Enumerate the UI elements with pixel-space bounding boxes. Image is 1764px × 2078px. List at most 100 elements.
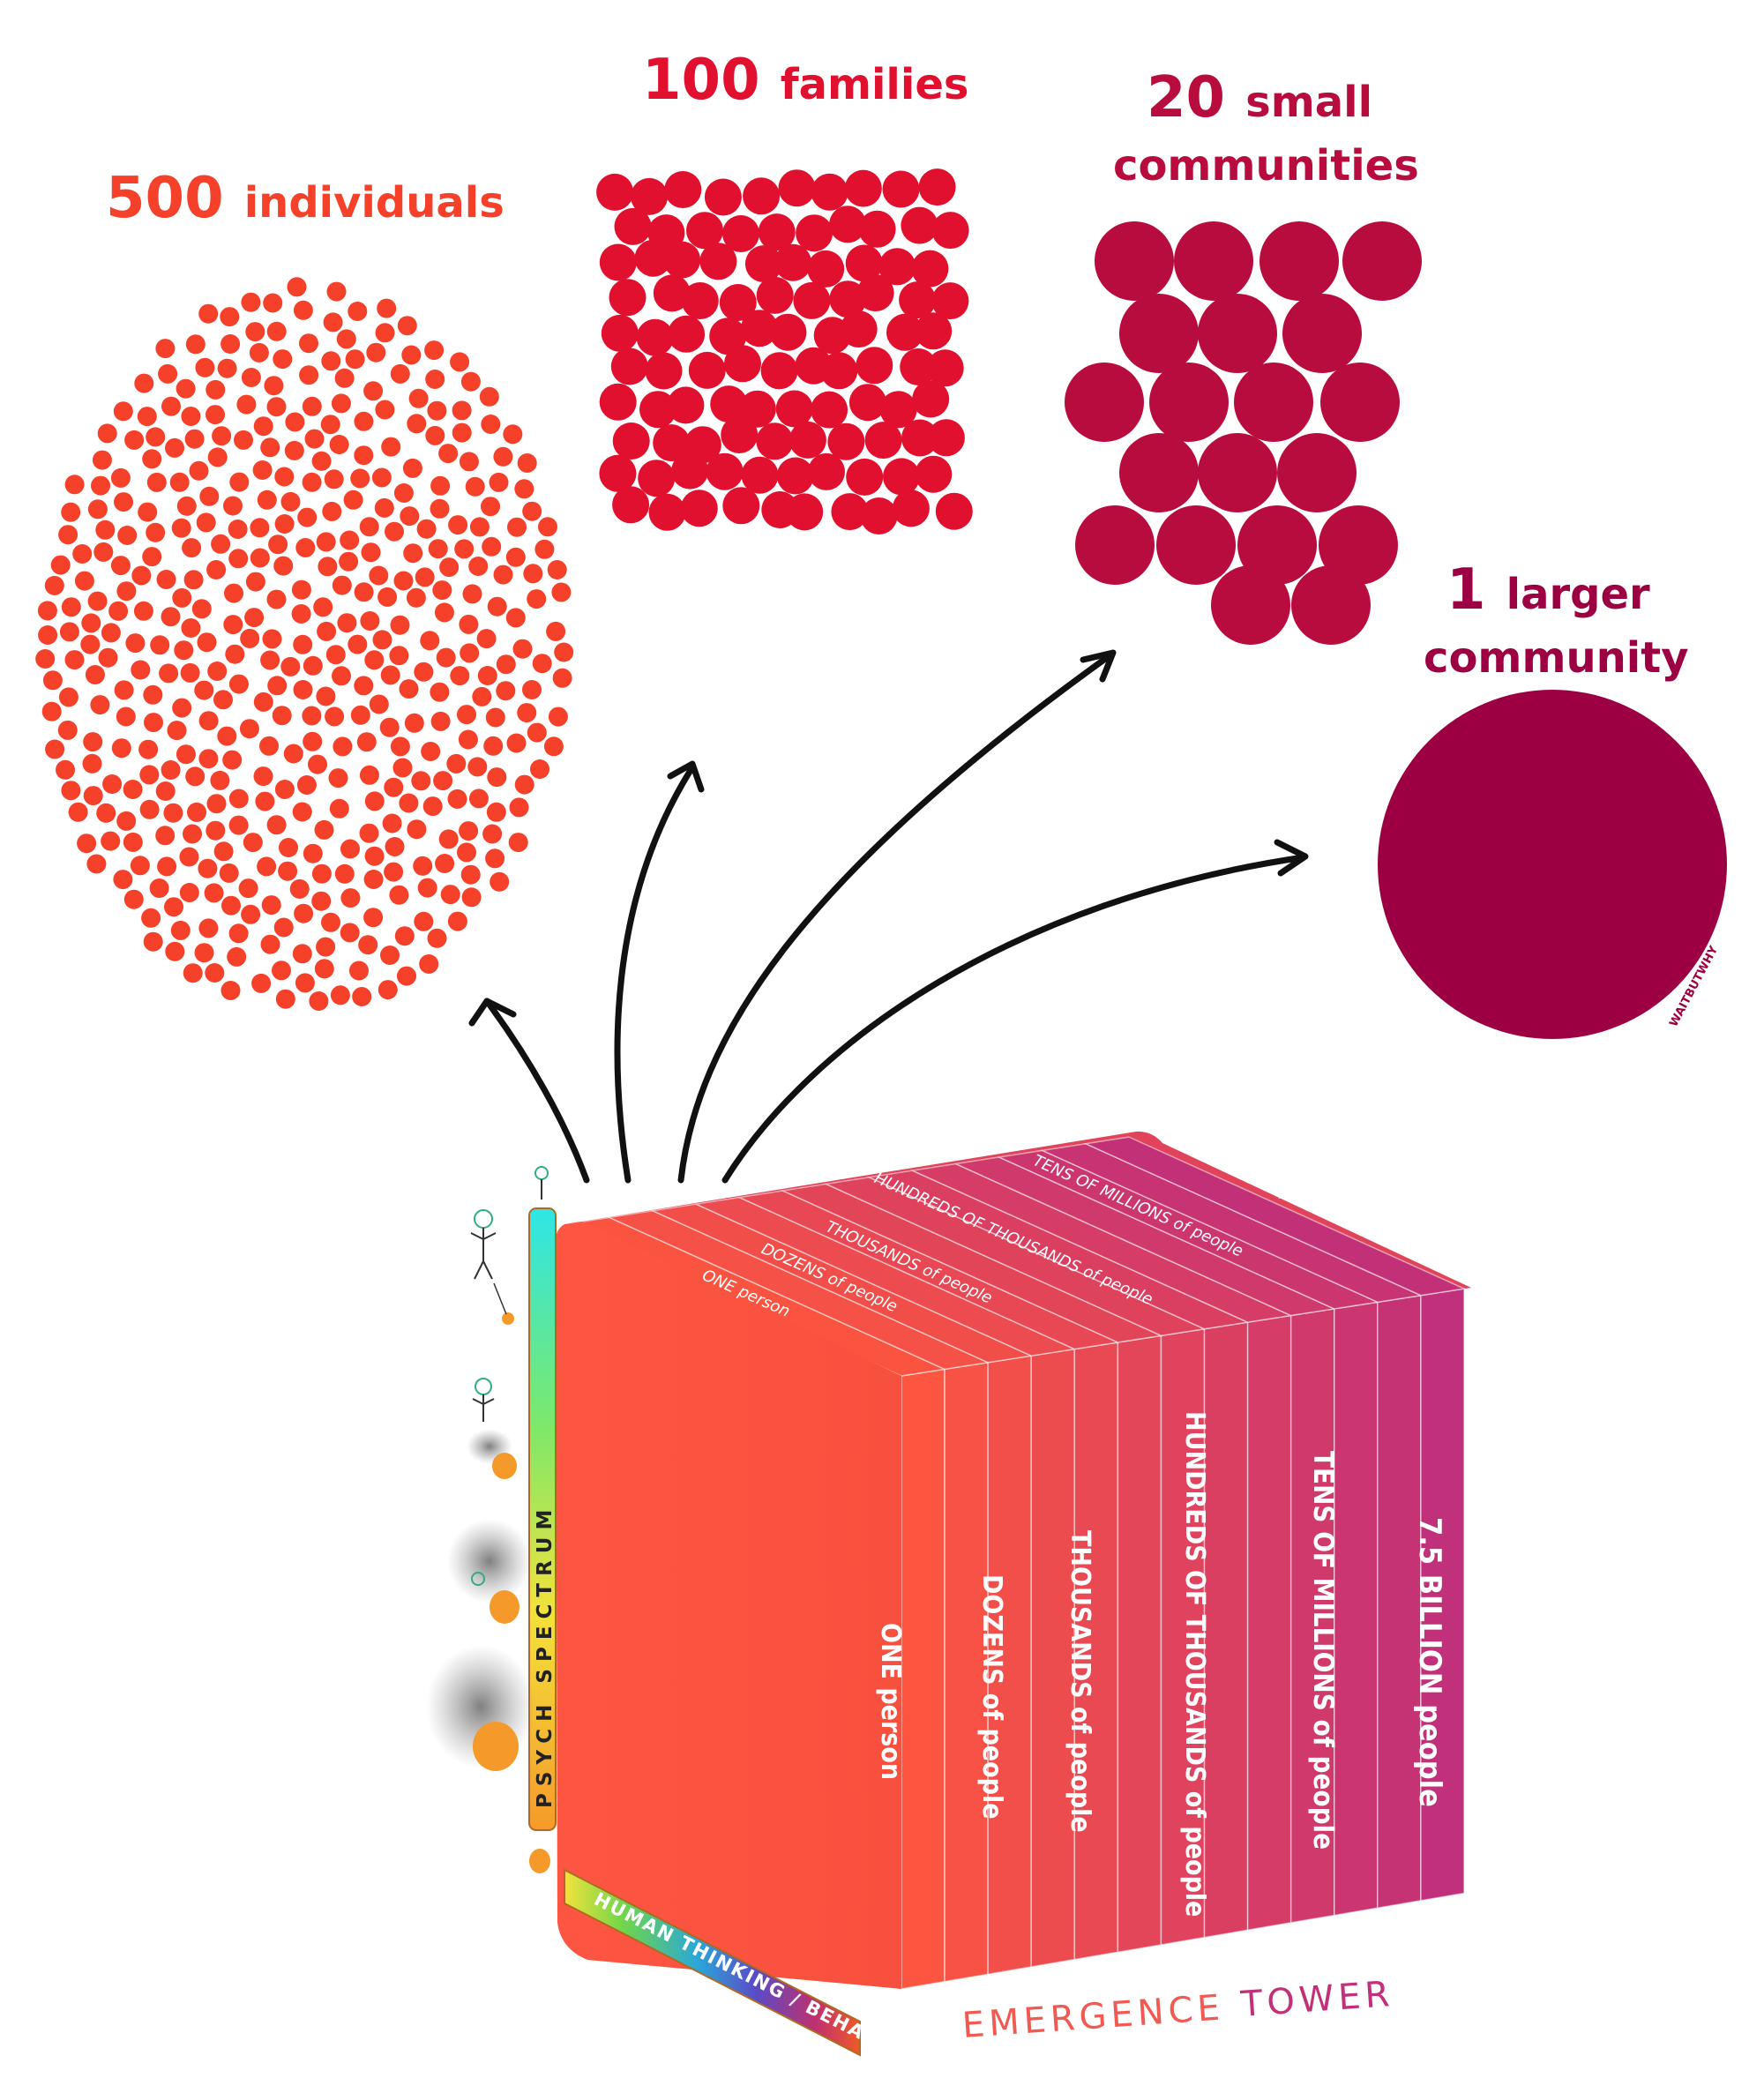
smoky-creature-icon [529,1849,550,1873]
individual-dot [364,650,384,669]
individual-dot [403,459,422,478]
individual-dot [394,483,414,503]
family-dot [596,174,633,211]
individual-dot [267,397,287,416]
individual-dot [544,736,564,756]
individual-dot [292,580,311,600]
individual-dot [280,657,300,676]
heading-individuals: 500 individuals [106,166,505,231]
family-dot [681,490,718,527]
individual-dot [315,820,334,840]
individual-dot [297,508,317,527]
individual-dot [297,775,317,795]
individual-dot [56,760,75,780]
individual-dot [330,799,349,818]
individual-dot [431,712,451,731]
individual-dot [273,557,293,576]
individual-dot [241,293,260,312]
family-dot [638,460,675,497]
individual-dot [391,736,410,756]
individual-dot [487,767,506,787]
tower-slab [1248,1316,1291,1931]
family-dot [857,274,894,311]
family-dot [859,211,896,248]
small-community-dot [1156,505,1236,585]
individual-dot [407,819,426,839]
individual-dot [322,502,341,521]
individual-dot [164,897,183,916]
individual-dot [115,680,134,699]
individual-dot [144,713,163,732]
individual-dot [462,887,482,907]
tower-level-label: DOZENS of people [976,1574,1007,1820]
individual-dot [278,862,297,881]
individual-dot [214,841,234,861]
individual-dot [172,699,191,718]
individual-dot [340,840,360,859]
individual-dot [77,833,96,853]
individual-dot [161,397,181,416]
individual-dot [439,829,459,848]
small-community-dot [1149,363,1229,442]
individual-dot [333,576,352,595]
individual-dot [138,407,157,426]
individual-dot [480,387,499,407]
family-dot [856,347,893,384]
individual-dot [86,665,105,684]
individual-dot [240,629,259,648]
individual-dot [457,705,476,724]
small-community-dot [1198,294,1277,373]
individual-dot [236,395,256,415]
individual-dot [463,584,482,603]
individual-dot [507,518,527,537]
smoky-creature-icon [447,1519,532,1624]
individual-dot [257,856,276,876]
individual-dot [472,687,491,706]
individual-dot [481,497,500,516]
individual-dot [490,872,509,892]
small-community-dot [1174,221,1253,301]
individual-dot [340,531,359,550]
family-dot [915,456,952,493]
individual-dot [441,885,460,904]
individual-dot [99,648,118,668]
individual-dot [185,430,205,449]
individual-dot [384,778,403,797]
tower-level-label: ONE person [875,1623,906,1780]
family-dot [865,422,902,459]
individual-dot [180,883,199,902]
individual-dot [437,648,456,668]
individual-dot [354,445,373,465]
individual-dot [509,833,528,852]
individual-dot [285,413,304,432]
family-dot [649,494,686,531]
individual-dot [403,543,422,563]
family-dot [699,243,736,280]
individual-dot [457,842,476,862]
individual-dot [450,666,469,685]
individual-dot [407,588,426,608]
heading-larger-community: 1 larger [1446,557,1650,623]
individual-dot [321,415,340,434]
individual-dot [325,706,344,726]
individual-dot [210,771,229,790]
individual-dot [139,765,159,784]
individual-dot [258,490,277,510]
family-dot [609,279,647,316]
individual-dot [344,490,363,510]
individual-dot [425,426,445,445]
individual-dot [533,654,552,673]
individual-dot [354,676,373,695]
individual-dot [198,749,218,768]
individual-dot [477,629,497,648]
individual-dot [192,599,212,618]
small-community-dot [1234,363,1313,442]
individual-dot [143,685,162,705]
individual-dot [197,512,216,532]
psych-spectrum-axis: PSYCH SPECTRUM [529,1208,557,1830]
individual-dot [360,517,379,536]
individual-dot [254,416,273,436]
individual-dot [146,523,165,542]
individual-dot [35,649,55,669]
individual-dot [267,322,287,341]
